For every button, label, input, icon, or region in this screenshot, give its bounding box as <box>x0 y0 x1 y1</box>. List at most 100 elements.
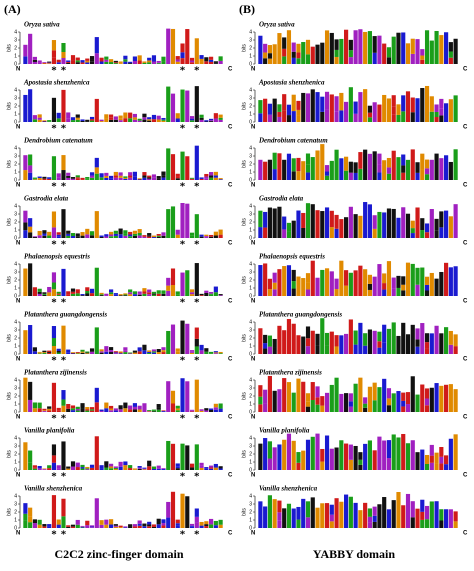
logo-glyph <box>296 171 300 180</box>
logo-glyph <box>33 523 37 525</box>
logo-glyph <box>90 525 94 526</box>
species-name: Vanilla shenzhenica <box>259 485 318 493</box>
logo-glyph <box>268 208 272 238</box>
y-tick-label: 4 <box>249 319 252 325</box>
logo-glyph <box>214 178 218 180</box>
logo-glyph <box>439 35 443 64</box>
logo-glyph <box>449 216 453 238</box>
logo-glyph <box>123 468 127 470</box>
logo-glyph <box>123 118 127 122</box>
logo-glyph <box>204 294 208 296</box>
conserved-marker: * <box>51 355 57 367</box>
logo-glyph <box>171 285 175 296</box>
logo-glyph <box>382 441 386 470</box>
logo-glyph <box>57 113 61 118</box>
logo-glyph <box>434 219 438 230</box>
logo-glyph <box>176 59 180 61</box>
logo-glyph <box>434 112 438 117</box>
logo-glyph <box>258 501 262 528</box>
logo-glyph <box>401 393 405 401</box>
logo-glyph <box>138 229 142 233</box>
logo-glyph <box>439 109 443 116</box>
logo-glyph <box>190 524 194 526</box>
logo-glyph <box>296 58 300 64</box>
logo-glyph <box>104 57 108 60</box>
logo-glyph <box>33 402 37 408</box>
logo-glyph <box>142 237 146 238</box>
logo-glyph <box>99 349 103 351</box>
logo-glyph <box>23 285 27 296</box>
logo-glyph <box>185 324 189 354</box>
logo-glyph <box>214 287 218 293</box>
logo-glyph <box>57 118 61 122</box>
logo-glyph <box>52 289 56 296</box>
logo-glyph <box>392 37 396 64</box>
logo-glyph <box>401 154 405 165</box>
logo-glyph <box>152 292 156 294</box>
y-tick-label: 2 <box>14 509 17 515</box>
logo-glyph <box>71 60 75 64</box>
logo-glyph <box>147 62 151 64</box>
logo-glyph <box>85 407 89 409</box>
logo-glyph <box>133 353 137 354</box>
y-tick-label: 1 <box>249 285 252 291</box>
y-tick-label: 2 <box>14 277 17 283</box>
logo-glyph <box>209 237 213 238</box>
conserved-marker: * <box>51 413 57 425</box>
logo-glyph <box>80 465 84 467</box>
logo-glyph <box>434 326 438 354</box>
logo-glyph <box>152 59 156 61</box>
logo-glyph <box>334 96 338 111</box>
logo-glyph <box>430 160 434 180</box>
logo-glyph <box>396 33 400 64</box>
logo-glyph <box>420 154 424 170</box>
y-tick-label: 1 <box>249 343 252 349</box>
logo-glyph <box>301 337 305 354</box>
logo-glyph <box>119 294 123 295</box>
logo-glyph <box>147 237 151 238</box>
logo-glyph <box>147 524 151 526</box>
logo-glyph <box>23 330 27 344</box>
logo-glyph <box>377 504 381 528</box>
logo-glyph <box>85 409 89 410</box>
logo-glyph <box>66 118 70 122</box>
logo-glyph <box>219 230 223 235</box>
logo-glyph <box>287 30 291 64</box>
logo-glyph <box>23 521 27 528</box>
logo-glyph <box>415 268 419 285</box>
n-terminus: N <box>251 299 255 305</box>
logo-glyph <box>119 467 123 470</box>
logo-glyph <box>311 47 315 64</box>
c-terminus: C <box>463 241 468 247</box>
logo-glyph <box>199 55 203 59</box>
logo-glyph <box>28 516 32 522</box>
logo-glyph <box>99 465 103 468</box>
logo-glyph <box>204 121 208 122</box>
logo-glyph <box>152 469 156 470</box>
logo-glyph <box>147 179 151 180</box>
logo-glyph <box>76 236 80 238</box>
logo-glyph <box>282 37 286 48</box>
logo-glyph <box>23 230 27 238</box>
c-terminus: C <box>228 357 233 363</box>
logo-glyph <box>142 175 146 177</box>
y-tick-label: 4 <box>14 203 17 209</box>
logo-glyph <box>425 405 429 412</box>
logo-glyph <box>38 231 42 235</box>
logo-glyph <box>425 342 429 348</box>
logo-glyph <box>315 508 319 528</box>
logo-glyph <box>38 235 42 238</box>
logo-glyph <box>306 153 310 164</box>
logo-glyph <box>358 460 362 465</box>
logo-glyph <box>66 234 70 236</box>
logo-glyph <box>425 333 429 342</box>
y-tick-label: 2 <box>249 161 252 167</box>
logo-glyph <box>449 99 453 122</box>
logo-glyph <box>33 179 37 180</box>
logo-glyph <box>80 294 84 295</box>
y-tick-label: 2 <box>14 335 17 341</box>
logo-glyph <box>157 410 161 412</box>
logo-glyph <box>439 386 443 412</box>
logo-glyph <box>185 29 189 64</box>
logo-glyph <box>296 277 300 296</box>
